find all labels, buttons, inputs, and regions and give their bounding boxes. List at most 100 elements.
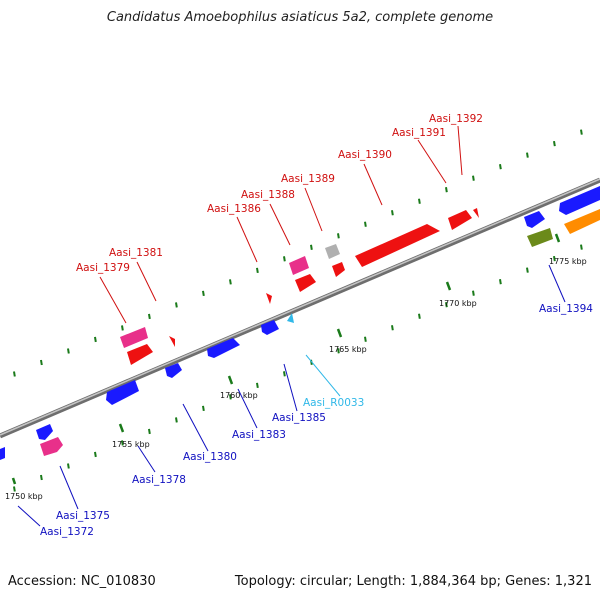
track-dot: [229, 279, 232, 285]
tick-mark: [445, 281, 452, 291]
track-dot: [202, 290, 205, 297]
gene-arrow[interactable]: [524, 211, 545, 228]
track-dot: [40, 359, 43, 366]
gene-label[interactable]: Aasi_1391: [392, 127, 446, 139]
track-dot: [526, 267, 529, 273]
track-dot: [148, 428, 151, 435]
track-dot: [121, 325, 124, 331]
track-dot: [202, 405, 205, 412]
dotted-tracks: [13, 129, 583, 492]
track-dot: [337, 233, 340, 239]
track-dot: [13, 486, 16, 492]
tick-label: 1765 kbp: [329, 345, 367, 354]
track-dot: [580, 244, 583, 250]
gene-arrow[interactable]: [355, 224, 440, 267]
tick-label: 1755 kbp: [112, 440, 150, 449]
track-dot: [121, 440, 124, 446]
track-dot: [553, 255, 556, 262]
track-dot: [94, 451, 97, 458]
track-dot: [67, 348, 70, 354]
gene-arrow[interactable]: [36, 424, 53, 440]
track-dot: [229, 394, 232, 400]
gene-label[interactable]: Aasi_1392: [429, 113, 483, 125]
tick-mark: [227, 375, 234, 385]
track-dot: [364, 336, 367, 342]
gene-arrow[interactable]: [559, 186, 600, 215]
gene-label[interactable]: Aasi_1381: [109, 247, 163, 259]
track-dot: [418, 313, 421, 319]
gene-arrow[interactable]: [127, 344, 153, 365]
tick-mark: [554, 233, 561, 243]
track-dot: [337, 348, 340, 354]
track-dot: [445, 302, 448, 308]
gene-label[interactable]: Aasi_1383: [232, 429, 286, 441]
track-dot: [175, 302, 178, 308]
gene-arrow[interactable]: [207, 338, 240, 358]
reverse-strand-genes: [0, 186, 600, 460]
track-dot: [175, 417, 178, 423]
gene-label[interactable]: Aasi_1379: [76, 262, 130, 274]
gene-label[interactable]: Aasi_1394: [539, 303, 593, 315]
gene-arrow[interactable]: [527, 228, 553, 247]
gene-arrow[interactable]: [325, 244, 340, 259]
track-dot: [283, 256, 286, 262]
track-dot: [418, 198, 421, 204]
gene-label[interactable]: Aasi_1385: [272, 412, 326, 424]
gene-arrow[interactable]: [448, 210, 472, 230]
track-dot: [499, 164, 502, 170]
accession-text: Accession: NC_010830: [8, 574, 156, 589]
track-dot: [40, 474, 43, 481]
track-dot: [472, 290, 475, 296]
label-leader-lines: [17, 125, 566, 527]
track-dot: [256, 267, 259, 274]
gene-arrow[interactable]: [289, 256, 309, 275]
map-title: Candidatus Amoebophilus asiaticus 5a2, c…: [106, 10, 494, 25]
tick-mark: [336, 328, 343, 338]
track-dot: [472, 175, 475, 181]
track-dot: [94, 336, 97, 343]
track-dot: [445, 187, 448, 193]
gene-arrow[interactable]: [564, 209, 600, 234]
gene-label[interactable]: Aasi_1378: [132, 474, 186, 486]
gene-label[interactable]: Aasi_1380: [183, 451, 237, 463]
gene-arrow[interactable]: [106, 380, 139, 405]
track-dot: [310, 244, 313, 250]
gene-label[interactable]: Aasi_1389: [281, 173, 335, 185]
tick-label: 1750 kbp: [5, 492, 43, 501]
tick-label: 1760 kbp: [220, 391, 258, 400]
gene-arrow[interactable]: [169, 336, 175, 347]
gene-arrow[interactable]: [40, 437, 63, 456]
gene-arrow[interactable]: [120, 327, 148, 348]
track-dot: [391, 325, 394, 331]
track-dot: [283, 371, 286, 377]
gene-label[interactable]: Aasi_1390: [338, 149, 392, 161]
gene-arrow[interactable]: [0, 447, 5, 460]
gene-arrow[interactable]: [295, 274, 316, 292]
track-dot: [553, 140, 556, 147]
track-dot: [580, 129, 583, 135]
tick-label: 1775 kbp: [549, 257, 587, 266]
track-dot: [256, 382, 259, 389]
track-dot: [364, 221, 367, 227]
gene-arrow[interactable]: [165, 363, 182, 378]
gene-label[interactable]: Aasi_1372: [40, 526, 94, 538]
track-dot: [499, 279, 502, 285]
gene-arrow[interactable]: [261, 320, 279, 335]
genome-backbone: [0, 177, 600, 439]
gene-arrow[interactable]: [287, 313, 294, 323]
gene-arrow[interactable]: [266, 293, 272, 304]
tick-mark: [118, 423, 125, 433]
gene-label[interactable]: Aasi_1386: [207, 203, 261, 215]
gene-arrow[interactable]: [332, 262, 345, 277]
gene-label[interactable]: Aasi_1388: [241, 189, 295, 201]
genome-summary-text: Topology: circular; Length: 1,884,364 bp…: [234, 574, 592, 589]
gene-arrow[interactable]: [473, 208, 479, 218]
tick-label: 1770 kbp: [439, 299, 477, 308]
gene-label[interactable]: Aasi_1375: [56, 510, 110, 522]
track-dot: [67, 463, 70, 469]
scale-ticks: 1750 kbp 1755 kbp 1760 kbp 1765 kbp 1770…: [5, 233, 587, 501]
track-dot: [526, 152, 529, 158]
gene-label[interactable]: Aasi_R0033: [303, 397, 364, 409]
track-dot: [391, 210, 394, 216]
